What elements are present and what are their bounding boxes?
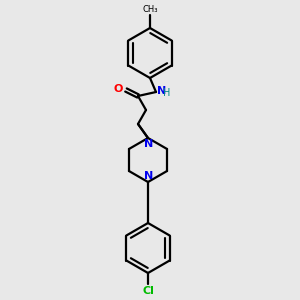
Text: N: N: [144, 139, 154, 149]
Text: Cl: Cl: [142, 286, 154, 296]
Text: N: N: [144, 171, 154, 181]
Text: H: H: [164, 88, 171, 98]
Text: CH₃: CH₃: [142, 5, 158, 14]
Text: O: O: [114, 84, 123, 94]
Text: N: N: [157, 86, 166, 96]
